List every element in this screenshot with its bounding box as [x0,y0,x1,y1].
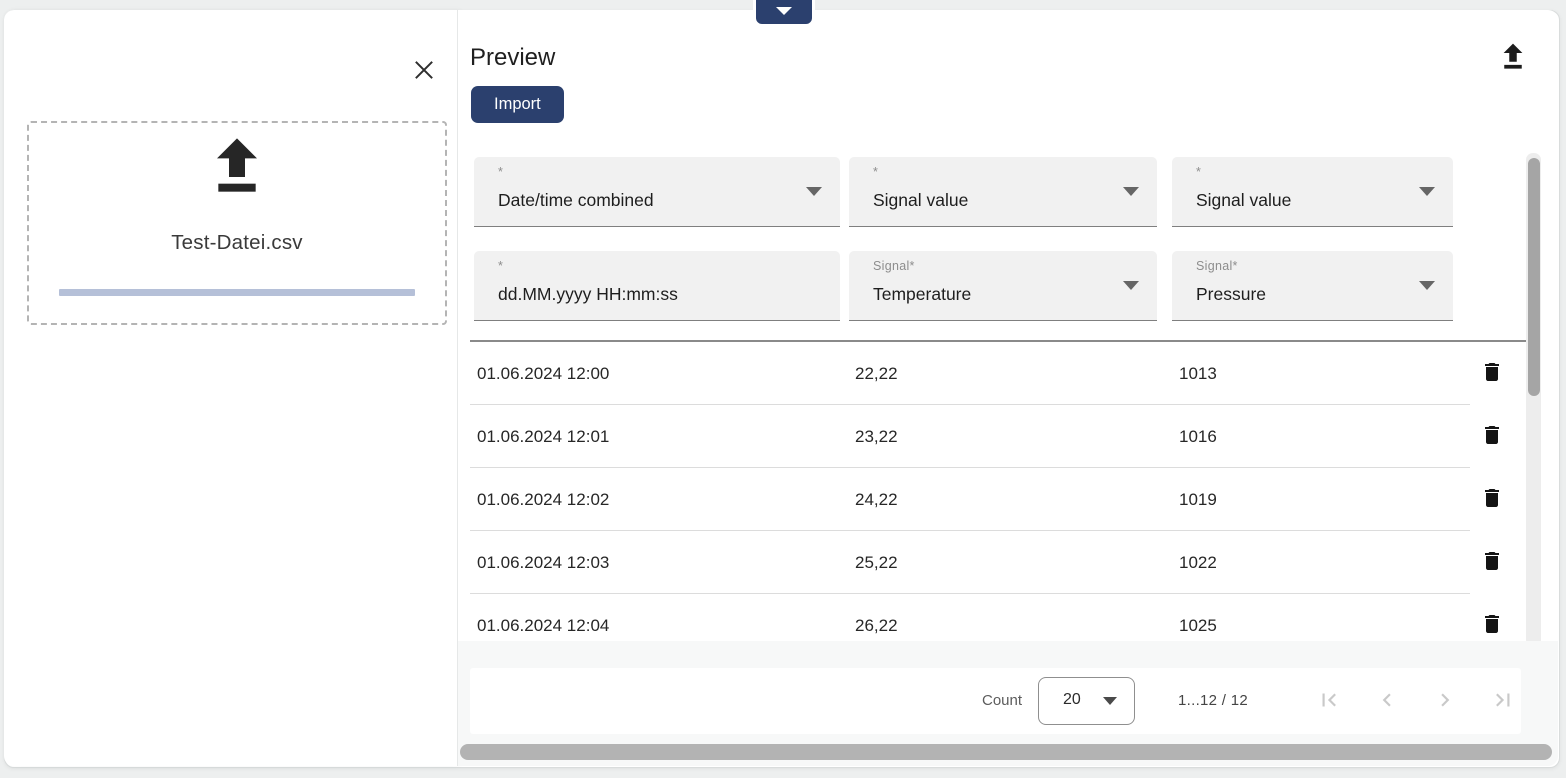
field-value: Temperature [873,284,972,304]
field-value: Signal value [873,190,969,210]
page-size-value: 20 [1063,691,1081,708]
field-label: * [1196,165,1202,179]
chevron-down-icon [1419,187,1435,196]
delete-row-button[interactable] [1478,423,1506,451]
chevron-down-icon [1103,697,1117,705]
next-page-button[interactable] [1431,687,1459,715]
close-icon [415,60,433,79]
import-button[interactable]: Import [471,86,564,123]
horizontal-scrollbar-thumb[interactable] [460,744,1552,760]
close-button[interactable] [408,55,440,87]
cell-datetime: 01.06.2024 12:00 [477,363,610,383]
cell-pressure: 1019 [1179,489,1217,509]
cell-temperature: 22,22 [855,363,898,383]
table-row: 01.06.2024 12:00 22,22 1013 [458,342,1526,405]
chevron-down-icon [776,7,792,15]
file-upload-panel: Test-Datei.csv [4,10,458,766]
upload-file-button[interactable] [1494,40,1532,78]
preview-panel: Preview Import * Date/time combined * Si… [458,10,1558,766]
delete-row-button[interactable] [1478,549,1506,577]
column-type-select-3[interactable]: * Signal value [1172,157,1453,227]
trash-icon [1485,552,1499,570]
table-header-divider [470,340,1526,342]
delete-row-button[interactable] [1478,612,1506,640]
table-row: 01.06.2024 12:02 24,22 1019 [458,468,1526,531]
cell-datetime: 01.06.2024 12:04 [477,615,610,635]
field-value: Pressure [1196,284,1267,304]
upload-icon [1503,43,1523,69]
cell-datetime: 01.06.2024 12:03 [477,552,610,572]
cell-pressure: 1013 [1179,363,1217,383]
cell-pressure: 1022 [1179,552,1217,572]
field-label: Signal* [1196,259,1238,273]
chevron-right-icon [1441,693,1450,707]
delete-row-button[interactable] [1478,486,1506,514]
cell-temperature: 23,22 [855,426,898,446]
datetime-format-input[interactable]: * dd.MM.yyyy HH:mm:ss [474,251,840,321]
cell-datetime: 01.06.2024 12:01 [477,426,610,446]
cell-pressure: 1016 [1179,426,1217,446]
signal-select-pressure[interactable]: Signal* Pressure [1172,251,1453,321]
collapse-tab[interactable] [753,0,815,27]
delete-row-button[interactable] [1478,360,1506,388]
last-page-icon [1496,693,1510,707]
pagination-bar: Count 20 1...12 / 12 [470,668,1521,734]
file-name: Test-Datei.csv [171,231,303,254]
first-page-button[interactable] [1315,687,1343,715]
cell-temperature: 24,22 [855,489,898,509]
signal-select-temperature[interactable]: Signal* Temperature [849,251,1157,321]
trash-icon [1485,489,1499,507]
row-divider [470,530,1470,531]
field-label: Signal* [873,259,915,273]
page-size-select[interactable]: 20 [1038,677,1135,725]
chevron-down-icon [1419,281,1435,290]
column-type-select-1[interactable]: * Date/time combined [474,157,840,227]
previous-page-button[interactable] [1373,687,1401,715]
table-row: 01.06.2024 12:04 26,22 1025 [458,594,1526,641]
page-range-label: 1...12 / 12 [1178,692,1249,709]
table-row: 01.06.2024 12:01 23,22 1016 [458,405,1526,468]
file-dropzone[interactable]: Test-Datei.csv [27,121,447,325]
chevron-down-icon [806,187,822,196]
vertical-scrollbar-thumb[interactable] [1527,158,1540,396]
vertical-scrollbar[interactable] [1526,153,1541,647]
row-divider [470,467,1470,468]
cell-pressure: 1025 [1179,615,1217,635]
first-page-icon [1322,693,1336,707]
cell-temperature: 25,22 [855,552,898,572]
field-value: dd.MM.yyyy HH:mm:ss [498,284,678,304]
field-label: * [873,165,879,179]
trash-icon [1485,363,1499,381]
field-value: Date/time combined [498,190,654,210]
chevron-down-icon [1123,281,1139,290]
preview-table: 01.06.2024 12:00 22,22 1013 01.06.2024 1… [458,342,1526,641]
field-label: * [498,259,504,273]
cell-temperature: 26,22 [855,615,898,635]
preview-title: Preview [470,44,556,71]
upload-progress-bar [59,289,415,296]
last-page-button[interactable] [1489,687,1517,715]
table-row: 01.06.2024 12:03 25,22 1022 [458,531,1526,594]
horizontal-scrollbar[interactable] [458,742,1556,762]
row-divider [470,404,1470,405]
field-value: Signal value [1196,190,1292,210]
column-type-select-2[interactable]: * Signal value [849,157,1157,227]
field-label: * [498,165,504,179]
trash-icon [1485,426,1499,444]
trash-icon [1485,615,1499,633]
chevron-down-icon [1123,187,1139,196]
upload-icon [217,138,257,192]
count-label: Count [982,692,1023,709]
cell-datetime: 01.06.2024 12:02 [477,489,610,509]
chevron-left-icon [1382,693,1391,707]
row-divider [470,593,1470,594]
